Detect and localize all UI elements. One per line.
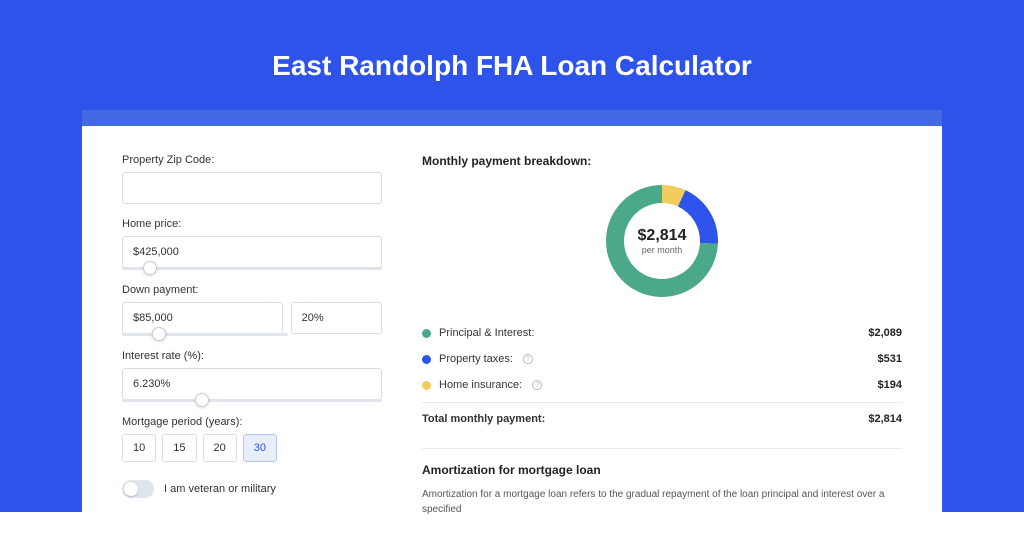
- price-field: Home price:: [122, 218, 382, 270]
- total-value: $2,814: [868, 413, 902, 425]
- period-btn-30[interactable]: 30: [243, 434, 277, 462]
- period-options: 10152030: [122, 434, 382, 462]
- veteran-toggle-knob: [124, 482, 138, 496]
- legend-dot: [422, 355, 431, 364]
- rate-input[interactable]: [122, 368, 382, 400]
- price-slider[interactable]: [122, 267, 382, 270]
- price-label: Home price:: [122, 218, 382, 230]
- period-btn-20[interactable]: 20: [203, 434, 237, 462]
- veteran-label: I am veteran or military: [164, 483, 276, 495]
- zip-label: Property Zip Code:: [122, 154, 382, 166]
- legend-list: Principal & Interest: $2,089Property tax…: [422, 320, 902, 398]
- zip-field: Property Zip Code:: [122, 154, 382, 204]
- down-slider-thumb[interactable]: [152, 327, 166, 341]
- info-icon[interactable]: ?: [532, 380, 542, 390]
- legend-dot: [422, 329, 431, 338]
- down-slider[interactable]: [122, 333, 288, 336]
- card-inner: Property Zip Code: Home price: Down paym…: [82, 126, 942, 517]
- page-background: East Randolph FHA Loan Calculator Proper…: [0, 0, 1024, 512]
- period-field: Mortgage period (years): 10152030: [122, 416, 382, 462]
- legend-dot: [422, 381, 431, 390]
- down-pct-input[interactable]: [291, 302, 382, 334]
- donut-center: $2,814 per month: [638, 227, 687, 255]
- veteran-row: I am veteran or military: [122, 480, 382, 498]
- legend-row: Principal & Interest: $2,089: [422, 320, 902, 346]
- rate-field: Interest rate (%):: [122, 350, 382, 402]
- legend-row: Property taxes: ? $531: [422, 346, 902, 372]
- legend-label: Home insurance:: [439, 379, 522, 391]
- down-amount-input[interactable]: [122, 302, 283, 334]
- period-label: Mortgage period (years):: [122, 416, 382, 428]
- donut-container: $2,814 per month: [422, 182, 902, 300]
- card-shadow: Property Zip Code: Home price: Down paym…: [82, 110, 942, 546]
- form-column: Property Zip Code: Home price: Down paym…: [122, 154, 382, 517]
- page-title: East Randolph FHA Loan Calculator: [0, 50, 1024, 82]
- legend-label: Property taxes:: [439, 353, 513, 365]
- info-icon[interactable]: ?: [523, 354, 533, 364]
- calculator-card: Property Zip Code: Home price: Down paym…: [82, 126, 942, 546]
- legend-value: $531: [878, 353, 902, 365]
- price-input[interactable]: [122, 236, 382, 268]
- period-btn-15[interactable]: 15: [162, 434, 196, 462]
- donut-sub: per month: [638, 245, 687, 255]
- breakdown-column: Monthly payment breakdown: $2,814 per mo…: [422, 154, 902, 517]
- payment-donut: $2,814 per month: [603, 182, 721, 300]
- total-label: Total monthly payment:: [422, 413, 545, 425]
- legend-label: Principal & Interest:: [439, 327, 534, 339]
- rate-slider[interactable]: [122, 399, 382, 402]
- period-btn-10[interactable]: 10: [122, 434, 156, 462]
- rate-label: Interest rate (%):: [122, 350, 382, 362]
- amortization-title: Amortization for mortgage loan: [422, 463, 902, 477]
- legend-total-row: Total monthly payment: $2,814: [422, 402, 902, 432]
- donut-amount: $2,814: [638, 227, 687, 245]
- legend-value: $194: [878, 379, 902, 391]
- down-label: Down payment:: [122, 284, 382, 296]
- amortization-text: Amortization for a mortgage loan refers …: [422, 487, 902, 517]
- down-field: Down payment:: [122, 284, 382, 336]
- veteran-toggle[interactable]: [122, 480, 154, 498]
- legend-row: Home insurance: ? $194: [422, 372, 902, 398]
- price-slider-thumb[interactable]: [143, 261, 157, 275]
- legend-value: $2,089: [868, 327, 902, 339]
- amortization-section: Amortization for mortgage loan Amortizat…: [422, 448, 902, 517]
- zip-input[interactable]: [122, 172, 382, 204]
- breakdown-title: Monthly payment breakdown:: [422, 154, 902, 168]
- rate-slider-thumb[interactable]: [195, 393, 209, 407]
